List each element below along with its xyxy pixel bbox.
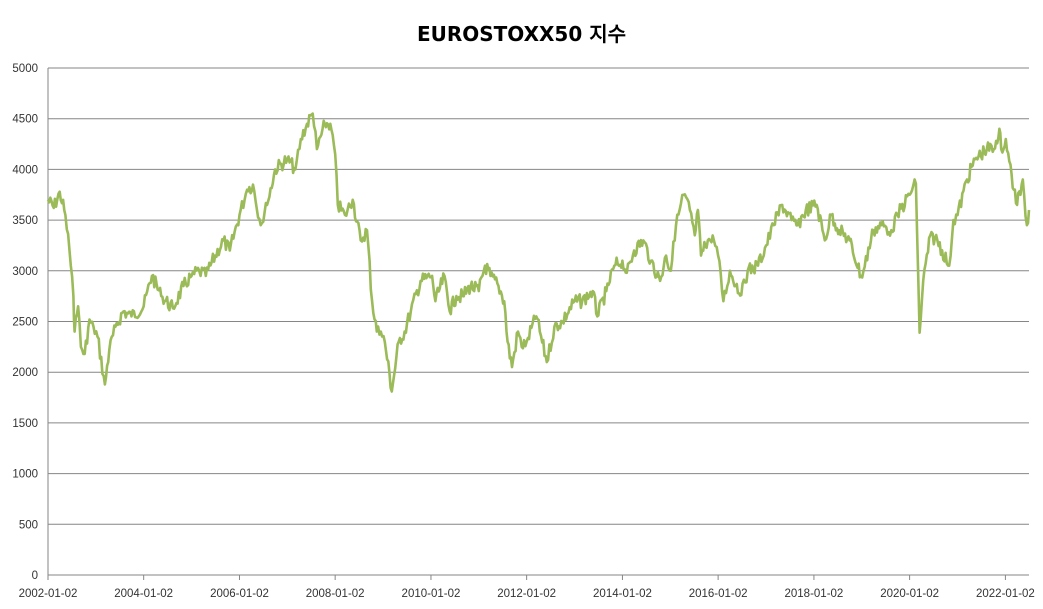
series-line [46, 112, 1031, 393]
y-tick-label: 1000 [12, 469, 38, 481]
x-tick-label: 2012-01-02 [497, 588, 556, 600]
x-tick-label: 2020-01-02 [880, 588, 939, 600]
y-tick-label: 500 [19, 519, 38, 531]
y-tick-label: 3000 [12, 266, 38, 278]
x-axis-tick-labels: 2002-01-02 2004-01-02 2006-01-02 2008-01-02… [19, 588, 1035, 600]
x-tick-label: 2018-01-02 [785, 588, 844, 600]
x-tick-label: 2010-01-02 [402, 588, 461, 600]
y-tick-label: 2500 [12, 317, 38, 329]
chart-title: EUROSTOXX50 지수 [416, 22, 627, 46]
x-tick-label: 2014-01-02 [593, 588, 652, 600]
y-tick-label: 1500 [12, 418, 38, 430]
y-tick-label: 4500 [12, 114, 38, 126]
x-tick-label: 2002-01-02 [19, 588, 78, 600]
y-axis-tick-labels: 0 500 1000 1500 2000 2500 3000 3500 4000 4500 5000 [12, 63, 38, 582]
axes [47, 68, 1029, 580]
y-tick-label: 4000 [12, 164, 38, 176]
series-group [46, 112, 1031, 393]
y-tick-label: 2000 [12, 367, 38, 379]
x-tick-label: 2006-01-02 [210, 588, 269, 600]
x-tick-label: 2016-01-02 [689, 588, 748, 600]
gridlines [48, 67, 1029, 576]
y-tick-label: 0 [32, 570, 38, 582]
x-tick-label: 2004-01-02 [114, 588, 173, 600]
x-tick-label: 2008-01-02 [306, 588, 365, 600]
y-tick-label: 3500 [12, 215, 38, 227]
x-tick-label: 2022-01-02 [976, 588, 1035, 600]
y-tick-label: 5000 [12, 63, 38, 75]
